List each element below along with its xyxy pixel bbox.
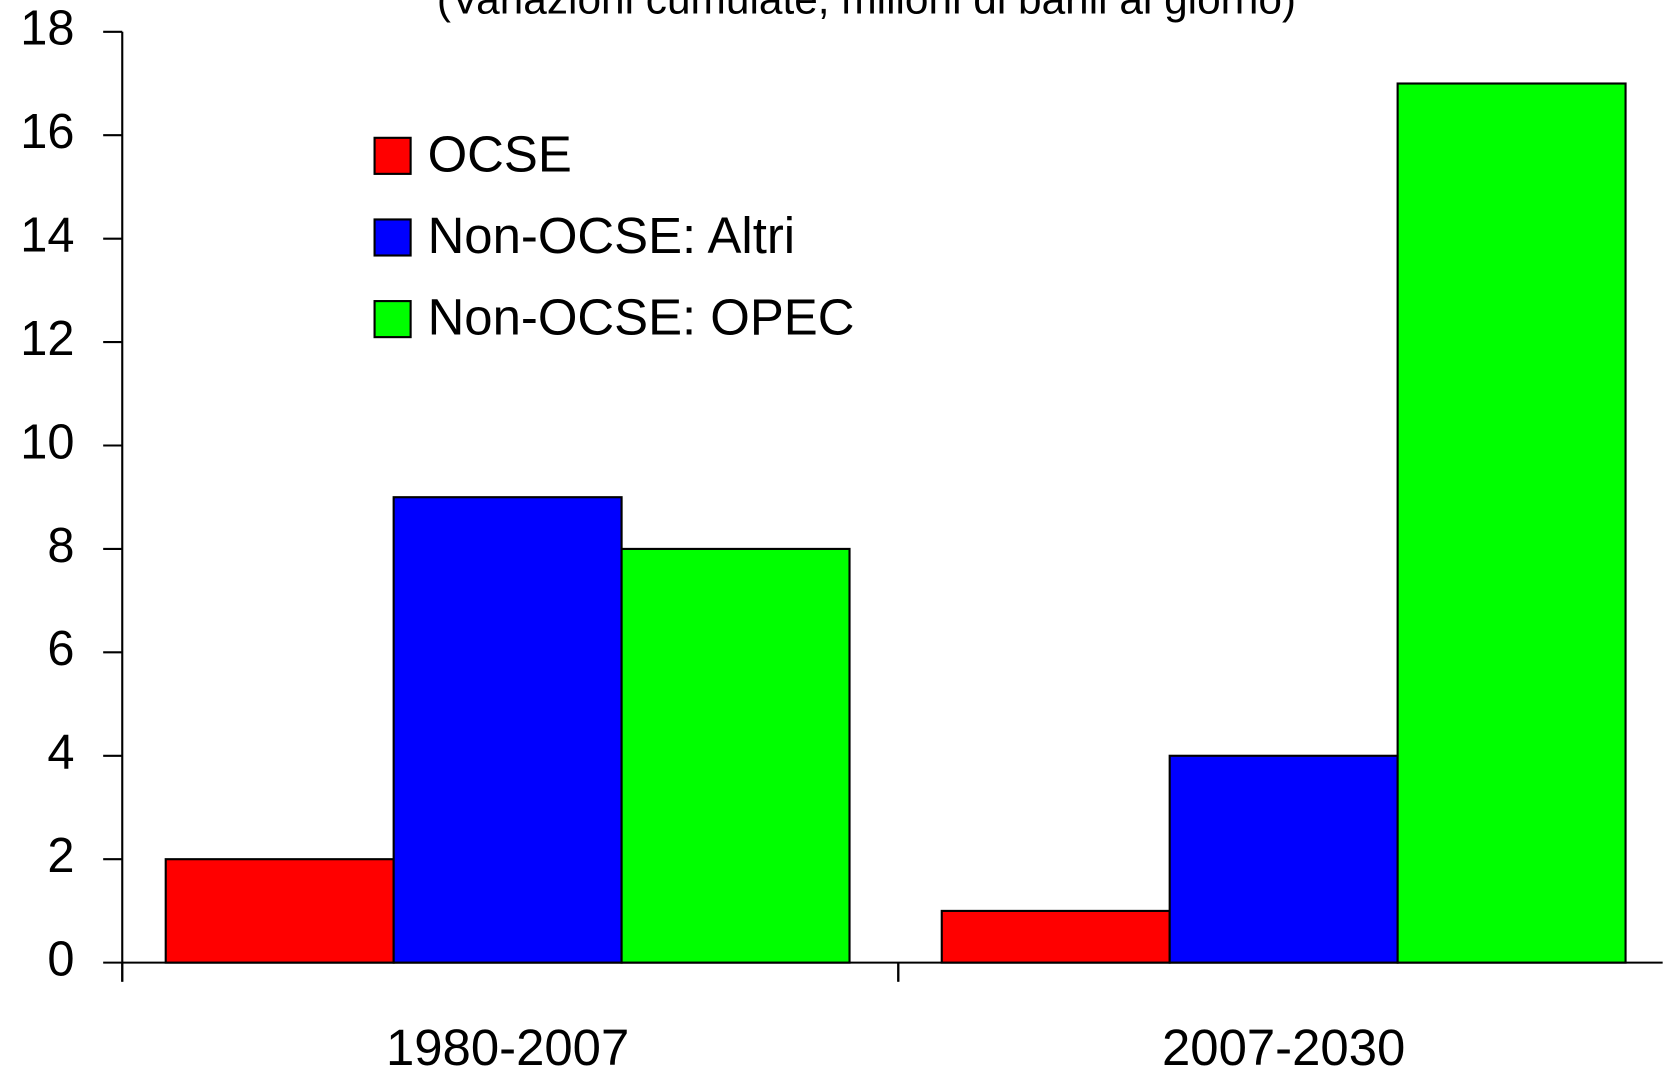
y-tick-label: 2 <box>47 829 74 883</box>
chart-subtitle: (Variazioni cumulate, milioni di barili … <box>437 0 1296 22</box>
x-tick-label: 2007-2030 <box>1162 1019 1405 1075</box>
bar <box>1396 82 1627 964</box>
y-tick-label: 0 <box>47 932 74 986</box>
y-tick-label: 14 <box>20 209 74 263</box>
x-tick-label: 1980-2007 <box>386 1019 629 1075</box>
bar <box>164 858 395 964</box>
legend-swatch <box>373 218 412 257</box>
bar <box>392 496 623 964</box>
legend-label: OCSE <box>428 125 572 182</box>
legend-label: Non-OCSE: Altri <box>428 207 796 264</box>
legend-label: Non-OCSE: OPEC <box>428 289 855 346</box>
y-tick-label: 16 <box>20 105 74 159</box>
bar <box>940 909 1171 964</box>
y-tick-label: 6 <box>47 622 74 676</box>
bar <box>1168 754 1399 964</box>
y-tick-label: 10 <box>20 415 74 469</box>
y-tick-label: 12 <box>20 312 74 366</box>
y-tick-label: 18 <box>20 2 74 56</box>
y-tick-label: 8 <box>47 519 74 573</box>
legend-swatch <box>373 136 412 175</box>
bar <box>620 547 851 964</box>
legend-swatch <box>373 300 412 339</box>
y-tick-label: 4 <box>47 726 74 780</box>
